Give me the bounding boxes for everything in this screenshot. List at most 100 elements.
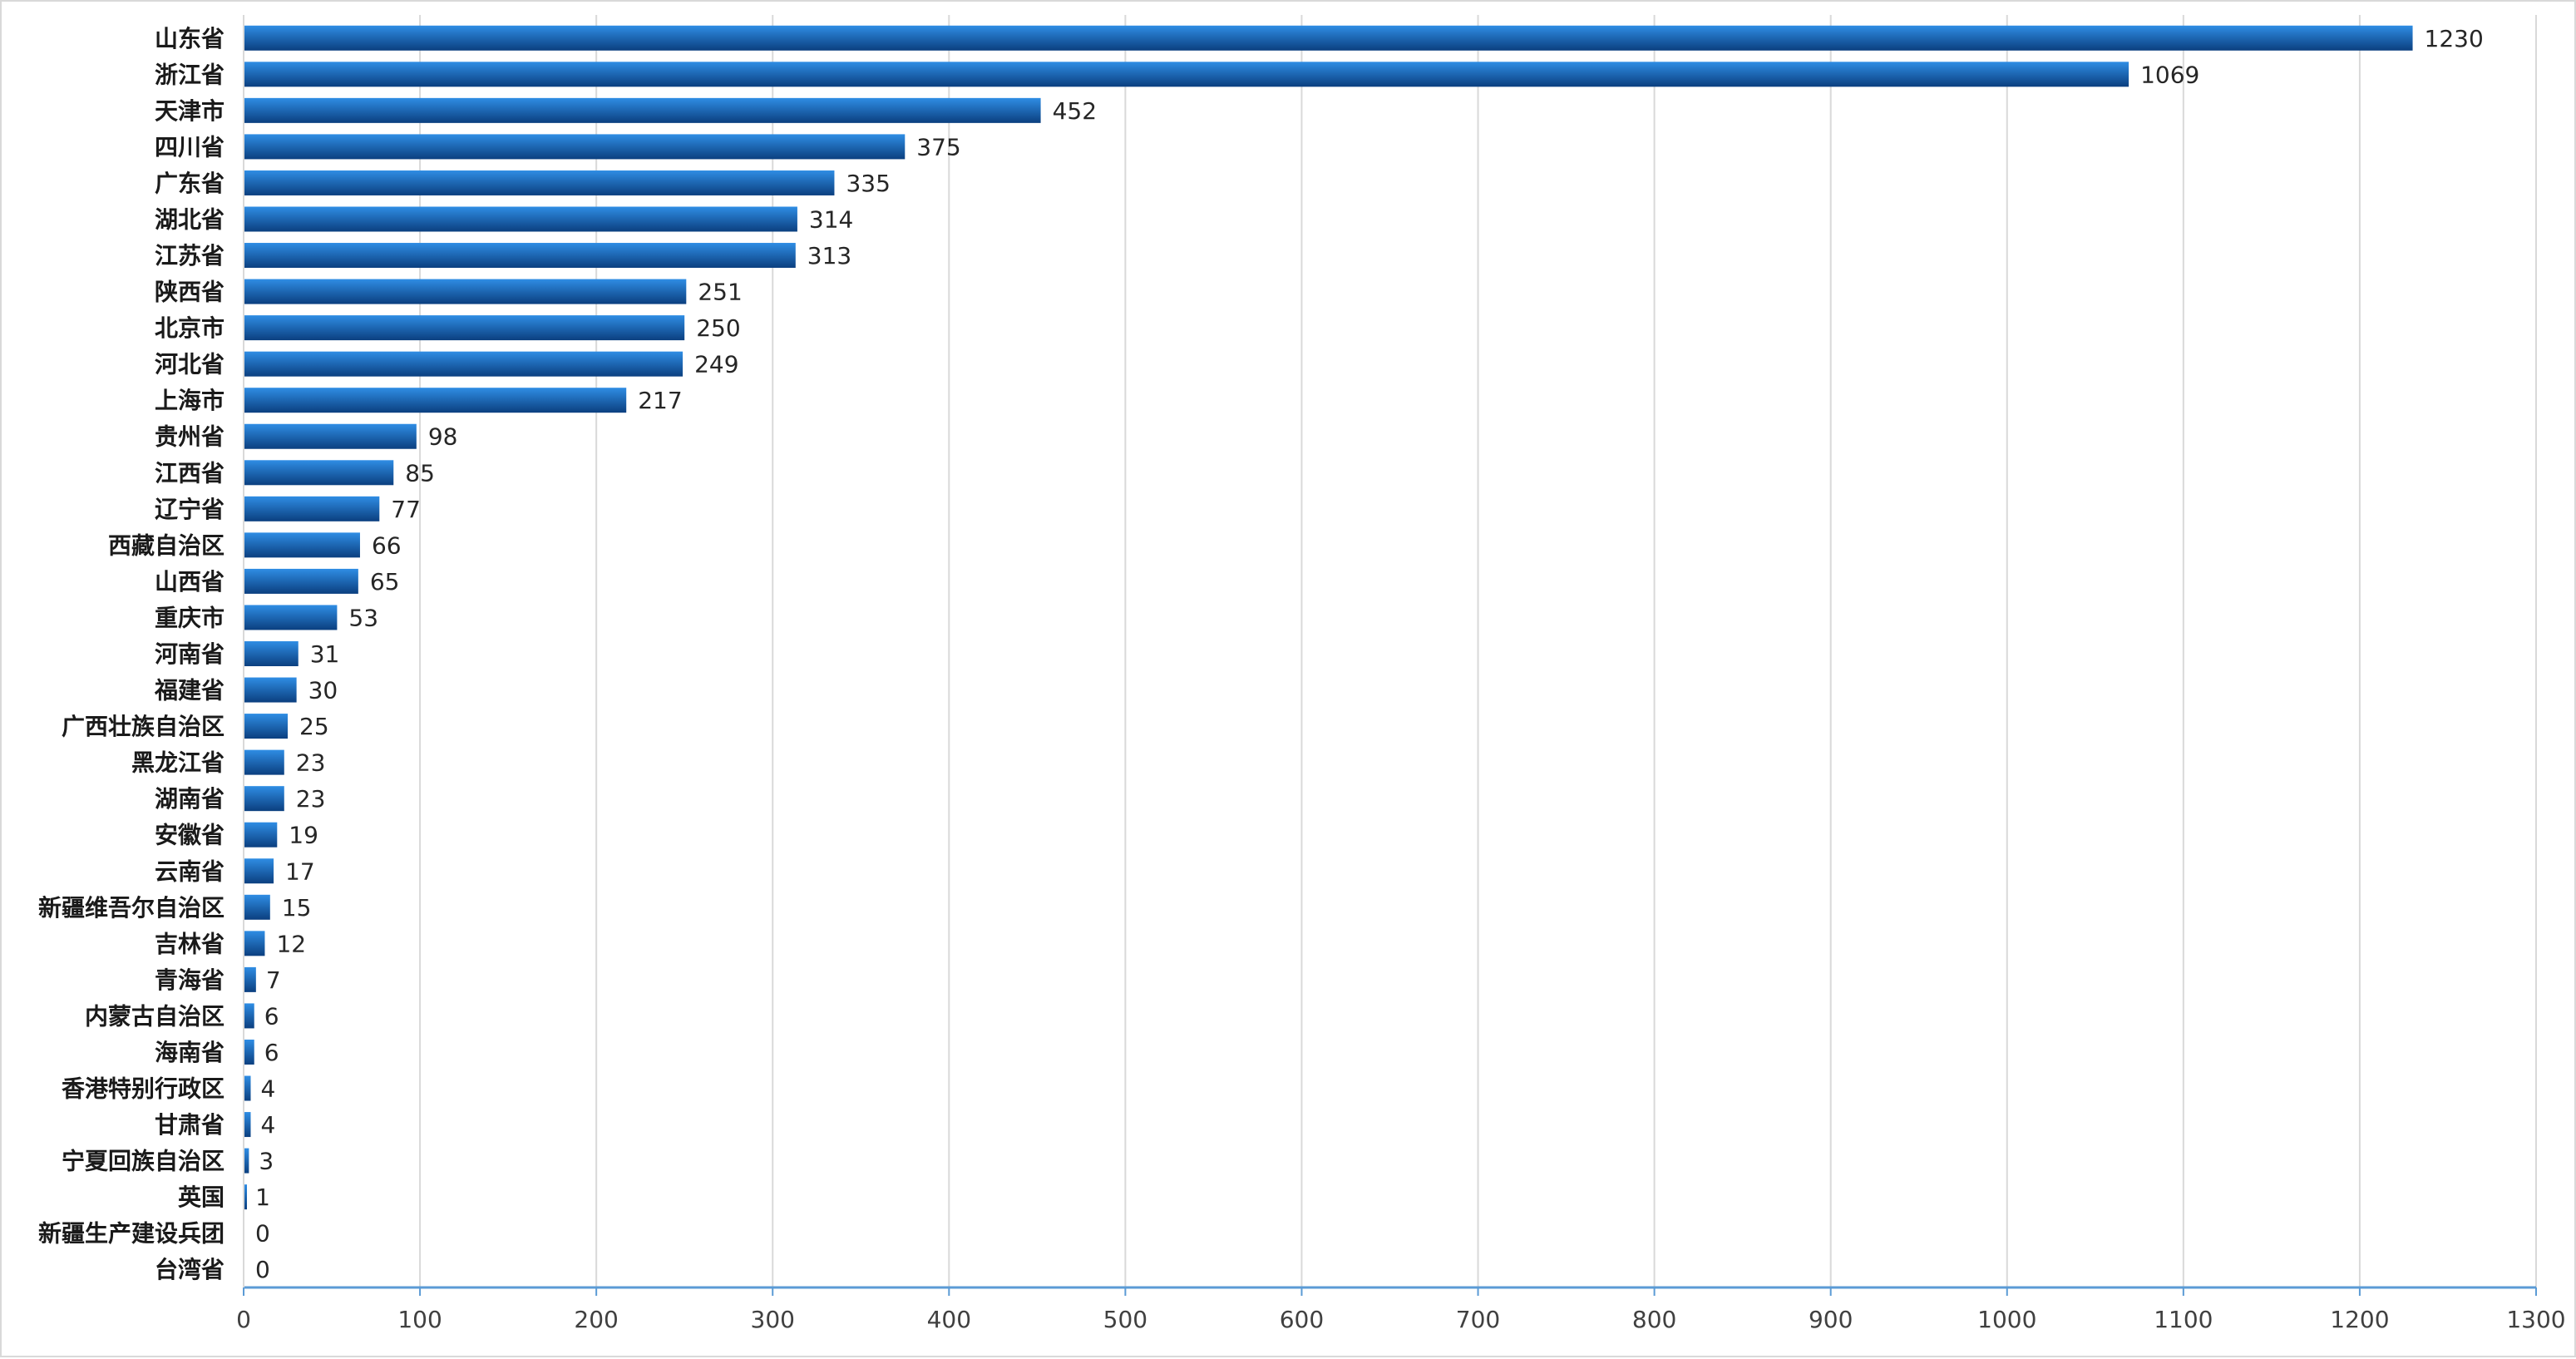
data-label: 217 <box>638 387 682 414</box>
data-label: 17 <box>285 857 315 885</box>
category-label: 江西省 <box>155 459 225 487</box>
data-label: 249 <box>694 351 738 378</box>
category-label: 山东省 <box>155 25 225 52</box>
bar <box>244 931 265 956</box>
category-label: 河北省 <box>155 351 225 378</box>
x-tick-label: 900 <box>1809 1306 1853 1333</box>
category-label: 内蒙古自治区 <box>85 1002 225 1030</box>
category-label: 天津市 <box>155 97 225 125</box>
bar <box>244 786 284 812</box>
data-label: 1 <box>255 1184 270 1211</box>
bar <box>244 1039 254 1065</box>
data-label: 23 <box>296 749 326 777</box>
category-label: 青海省 <box>155 966 225 994</box>
data-label: 66 <box>372 531 402 559</box>
data-label: 1069 <box>2140 61 2199 88</box>
bar <box>244 894 270 920</box>
data-label: 7 <box>266 966 281 994</box>
x-tick-label: 0 <box>236 1306 251 1333</box>
data-label: 250 <box>696 314 740 342</box>
category-label: 湖北省 <box>155 205 225 233</box>
bar <box>244 62 2129 87</box>
bar <box>244 97 1041 123</box>
bar <box>244 532 360 558</box>
data-label: 85 <box>405 459 435 487</box>
data-label: 25 <box>299 713 329 740</box>
data-label: 0 <box>255 1256 270 1283</box>
bar <box>244 568 358 594</box>
category-label: 福建省 <box>154 677 225 704</box>
data-label: 53 <box>348 604 378 631</box>
category-label: 台湾省 <box>155 1256 225 1283</box>
data-label: 452 <box>1053 97 1097 125</box>
bar <box>244 315 685 341</box>
data-label: 19 <box>289 822 318 849</box>
x-tick-label: 1200 <box>2330 1306 2389 1333</box>
data-label: 3 <box>259 1148 274 1175</box>
data-label: 98 <box>428 423 458 451</box>
bar <box>244 170 835 195</box>
data-label: 4 <box>260 1111 275 1139</box>
category-label: 香港特别行政区 <box>62 1075 225 1103</box>
data-label: 12 <box>276 930 306 957</box>
bar <box>244 1075 251 1101</box>
bar <box>244 460 394 486</box>
bar <box>244 279 687 304</box>
category-label: 安徽省 <box>155 822 225 849</box>
bar <box>244 496 380 521</box>
data-label: 251 <box>698 279 742 306</box>
category-label: 辽宁省 <box>155 496 225 523</box>
category-label: 四川省 <box>155 133 225 161</box>
category-label: 重庆市 <box>155 604 225 631</box>
category-label: 新疆维吾尔自治区 <box>38 894 225 922</box>
data-label: 375 <box>916 133 960 161</box>
x-tick-label: 600 <box>1280 1306 1324 1333</box>
category-label: 甘肃省 <box>155 1111 225 1139</box>
category-label: 上海市 <box>155 387 225 414</box>
category-label: 吉林省 <box>155 930 225 957</box>
category-label: 山西省 <box>155 568 225 595</box>
category-label: 河南省 <box>155 640 225 668</box>
x-tick-label: 1100 <box>2154 1306 2213 1333</box>
bar <box>244 822 278 848</box>
category-label: 贵州省 <box>155 423 225 451</box>
data-label: 313 <box>807 242 851 269</box>
category-label: 广西壮族自治区 <box>62 713 225 740</box>
bar <box>244 641 299 666</box>
data-label: 4 <box>260 1075 275 1103</box>
bar <box>244 243 796 269</box>
category-label: 黑龙江省 <box>131 749 225 777</box>
category-label: 湖南省 <box>155 785 225 813</box>
data-label: 23 <box>296 785 326 813</box>
bars <box>244 25 2413 1210</box>
x-tick-label: 200 <box>574 1306 618 1333</box>
bar <box>244 134 906 160</box>
x-tick-label: 1000 <box>1977 1306 2036 1333</box>
data-label: 314 <box>809 205 853 233</box>
bar <box>244 966 256 992</box>
category-label: 广东省 <box>155 170 225 197</box>
bar <box>244 749 284 775</box>
bar <box>244 388 627 413</box>
bar <box>244 858 274 884</box>
bar <box>244 605 338 630</box>
data-label: 6 <box>264 1002 279 1030</box>
data-label: 6 <box>264 1039 279 1066</box>
data-label: 31 <box>310 640 340 668</box>
bar <box>244 1112 251 1138</box>
bar <box>244 25 2413 51</box>
data-label: 335 <box>846 170 890 197</box>
data-label: 0 <box>255 1220 270 1248</box>
bar <box>244 206 797 232</box>
x-tick-label: 100 <box>397 1306 442 1333</box>
category-label: 新疆生产建设兵团 <box>38 1220 225 1248</box>
category-label: 宁夏回族自治区 <box>62 1148 225 1175</box>
x-tick-label: 500 <box>1103 1306 1147 1333</box>
bar <box>244 351 683 377</box>
category-label: 英国 <box>178 1184 225 1211</box>
x-tick-label: 1300 <box>2506 1306 2565 1333</box>
category-label: 西藏自治区 <box>108 531 225 559</box>
category-label: 北京市 <box>155 314 225 342</box>
